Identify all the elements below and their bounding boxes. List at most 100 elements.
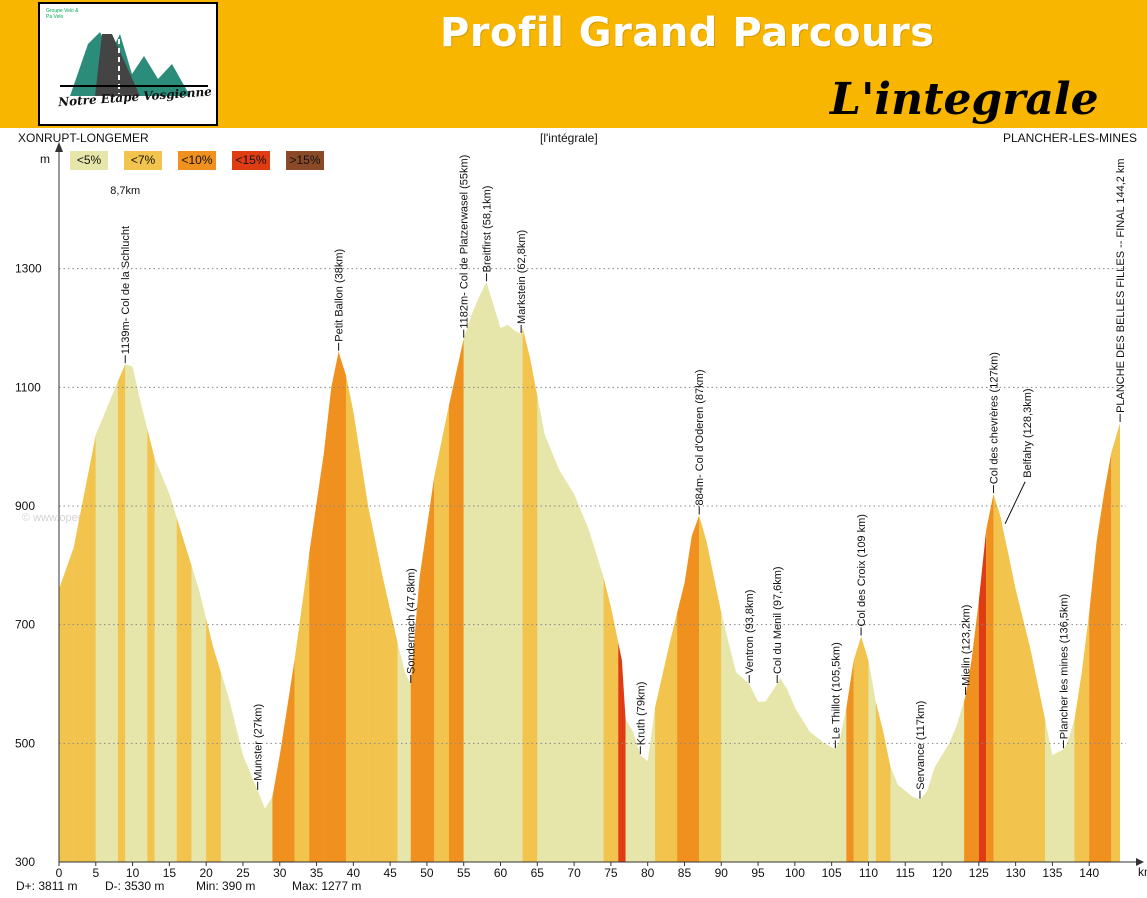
x-tick-label: 125 <box>969 866 989 880</box>
gradient-segment <box>463 282 523 862</box>
x-tick-label: 110 <box>859 866 878 880</box>
y-tick-label: 1300 <box>15 262 42 276</box>
gradient-segment <box>522 282 538 862</box>
gradient-segment <box>95 282 118 862</box>
waypoint-label: Le Thillot (105,5km) <box>830 642 842 739</box>
gradient-segment <box>397 282 411 862</box>
stat-max: Max: 1277 m <box>292 879 362 893</box>
legend-item: <15% <box>232 151 270 170</box>
x-axis-label: km <box>1138 865 1147 879</box>
x-tick-label: 75 <box>604 866 618 880</box>
page-subtitle: L'integrale <box>830 74 1099 125</box>
gradient-segment <box>410 282 435 862</box>
x-tick-label: 90 <box>715 866 729 880</box>
waypoint-label: Markstein (62,8km) <box>516 230 528 324</box>
legend-item: <5% <box>70 151 108 170</box>
gradient-segment <box>176 282 192 862</box>
waypoint-label: Mielin (123,2km) <box>961 605 973 686</box>
stat-d-plus: D+: 3811 m <box>16 879 78 893</box>
x-axis-arrow-icon <box>1136 858 1144 866</box>
x-tick-label: 5 <box>92 866 99 880</box>
waypoint-label: Breitfirst (58,1km) <box>482 186 494 273</box>
gradient-segment <box>59 282 74 862</box>
y-tick-label: 1100 <box>15 380 41 394</box>
x-tick-label: 10 <box>126 866 140 880</box>
x-tick-label: 140 <box>1079 866 1099 880</box>
logo: Groupe Velo & Pa Velo Notre Etape Vosgie… <box>38 2 218 126</box>
waypoint-label: Plancher les mines (136,5km) <box>1058 594 1070 740</box>
y-unit-label: m <box>40 152 50 166</box>
x-tick-label: 115 <box>896 866 915 880</box>
waypoint-label: Col des chevrères (127km) <box>989 352 1001 484</box>
legend-item: >15% <box>286 151 324 170</box>
mountain-logo-icon <box>60 32 208 96</box>
x-tick-label: 80 <box>641 866 655 880</box>
x-tick-label: 85 <box>678 866 692 880</box>
y-tick-label: 700 <box>15 618 35 632</box>
header-banner: Groupe Velo & Pa Velo Notre Etape Vosgie… <box>0 0 1147 128</box>
x-tick-label: 95 <box>751 866 765 880</box>
gradient-segment <box>117 282 126 862</box>
gradient-segment <box>125 282 148 862</box>
gradient-segment <box>1111 282 1121 862</box>
gradient-segment <box>147 282 155 862</box>
waypoint-label: 1139m- Col de la Schlucht <box>120 226 132 354</box>
waypoint-label: PLANCHE DES BELLES FILLES -- FINAL 144,2… <box>1115 158 1127 413</box>
gradient-segment <box>154 282 177 862</box>
x-tick-label: 55 <box>457 866 471 880</box>
x-tick-label: 40 <box>347 866 361 880</box>
profile-fill-group <box>59 282 1121 862</box>
gradient-segment <box>449 282 464 862</box>
page-title: Profil Grand Parcours <box>440 10 935 56</box>
y-tick-label: 900 <box>15 499 35 513</box>
legend-item: <10% <box>178 151 216 170</box>
gradient-segment <box>323 282 346 862</box>
annotation-leader <box>1004 481 1026 524</box>
waypoint-label: 884m- Col d'Oderen (87km) <box>694 369 706 505</box>
y-tick-label: 500 <box>15 736 35 750</box>
waypoint-label: Col du Menil (97,6km) <box>772 566 784 674</box>
waypoint-label: Servance (117km) <box>915 701 927 790</box>
x-tick-label: 45 <box>383 866 397 880</box>
x-tick-label: 0 <box>56 866 63 880</box>
waypoint-label: 1182m- Col de Platzerwasel (55km) <box>459 155 471 329</box>
legend-item: <7% <box>124 151 162 170</box>
start-town-label: XONRUPT-LONGEMER <box>18 131 149 145</box>
x-tick-label: 100 <box>785 866 805 880</box>
y-tick-label: 300 <box>15 855 35 869</box>
gradient-segment <box>1022 282 1046 862</box>
waypoint-label: Col des Croix (109 km) <box>856 514 868 626</box>
gradient-segment <box>537 282 604 862</box>
x-tick-label: 60 <box>494 866 508 880</box>
mode-label: [l'intégrale] <box>540 131 598 145</box>
gradient-segment <box>603 282 619 862</box>
x-tick-label: 15 <box>163 866 177 880</box>
x-tick-label: 20 <box>199 866 213 880</box>
x-tick-label: 35 <box>310 866 324 880</box>
x-tick-label: 135 <box>1042 866 1062 880</box>
waypoint-label: Kruth (79km) <box>635 682 647 746</box>
stat-min: Min: 390 m <box>196 879 256 893</box>
waypoint-extra-label: 8,7km <box>110 185 140 197</box>
x-tick-label: 65 <box>531 866 545 880</box>
x-tick-label: 120 <box>932 866 952 880</box>
waypoint-label: Belfahy (128,3km) <box>1022 388 1034 477</box>
end-town-label: PLANCHER-LES-MINES <box>1002 131 1137 145</box>
x-tick-label: 25 <box>236 866 250 880</box>
x-tick-label: 105 <box>822 866 842 880</box>
logo-small-text: Groupe Velo & Pa Velo <box>46 8 79 20</box>
waypoint-label: Munster (27km) <box>253 704 265 781</box>
waypoint-label: Ventron (93,8km) <box>744 590 756 674</box>
stat-d-minus: D-: 3530 m <box>105 879 165 893</box>
x-tick-label: 30 <box>273 866 287 880</box>
x-tick-label: 70 <box>567 866 581 880</box>
x-tick-label: 50 <box>420 866 434 880</box>
gradient-segment <box>986 282 994 862</box>
x-tick-label: 130 <box>1006 866 1026 880</box>
waypoint-label: Sondernach (47,8km) <box>406 568 418 674</box>
waypoint-label: Petit Ballon (38km) <box>334 249 346 342</box>
y-axis-arrow-icon <box>55 142 63 152</box>
gradient-segment <box>978 282 987 862</box>
gradient-segment <box>964 282 979 862</box>
